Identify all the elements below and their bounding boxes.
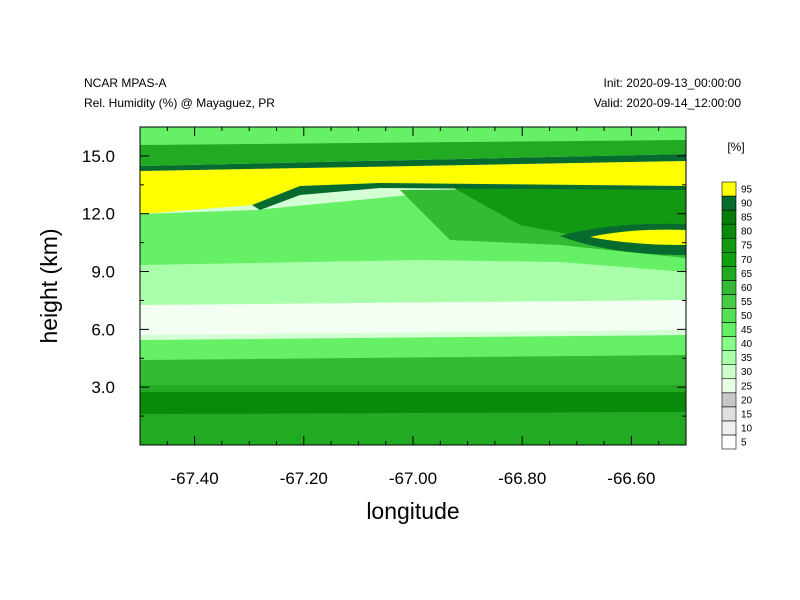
colorbar-label: 85	[741, 213, 753, 224]
colorbar-swatch	[721, 322, 737, 337]
colorbar-swatch	[721, 266, 737, 281]
colorbar-swatch	[721, 280, 737, 295]
colorbar-swatch	[721, 406, 737, 422]
band-dark-below-yellow	[252, 183, 686, 210]
colorbar-swatch	[721, 209, 737, 225]
colorbar-swatch	[721, 237, 737, 253]
y-tick-label: 15.0	[82, 147, 115, 166]
valid-time-label: Valid: 2020-09-14_12:00:00	[593, 96, 741, 110]
y-tick-label: 3.0	[91, 378, 115, 397]
x-tick-label: -67.40	[170, 469, 218, 488]
colorbar-label: 45	[741, 325, 753, 336]
colorbar-label: 65	[741, 269, 753, 280]
colorbar-label: 25	[741, 381, 753, 392]
colorbar-swatch	[721, 364, 737, 380]
colorbar-label: 50	[741, 311, 753, 322]
band-yellow-saturated	[140, 161, 686, 214]
y-axis: 3.0 6.0 9.0 12.0 15.0	[82, 126, 686, 446]
band-surface-dark	[140, 392, 686, 414]
colorbar-label: 60	[741, 283, 753, 294]
band-dark-above-yellow	[140, 154, 686, 171]
colorbar-label: 55	[741, 297, 753, 308]
x-tick-label: -66.80	[498, 469, 546, 488]
init-time-label: Init: 2020-09-13_00:00:00	[603, 76, 741, 90]
colorbar-swatch	[721, 336, 737, 351]
colorbar-label: 40	[741, 339, 753, 350]
x-tick-label: -66.60	[607, 469, 655, 488]
cloud-saturated-core	[590, 229, 686, 245]
colorbar-label: 70	[741, 255, 753, 266]
colorbar-swatch	[721, 294, 737, 309]
x-axis: -67.40 -67.20 -67.00 -66.80 -66.60	[139, 127, 687, 488]
colorbar-swatch	[721, 420, 737, 436]
colorbar-label: 35	[741, 353, 753, 364]
colorbar-swatch	[721, 251, 737, 267]
colorbar-label: 30	[741, 367, 753, 378]
x-axis-title: longitude	[366, 498, 459, 524]
colorbar-label: 15	[741, 409, 753, 420]
colorbar-swatch	[721, 223, 737, 239]
x-tick-label: -67.00	[389, 469, 437, 488]
colorbar-units: [%]	[727, 140, 744, 154]
colorbar-label: 90	[741, 199, 753, 210]
colorbar-label: 20	[741, 395, 753, 406]
plot-area	[140, 127, 686, 445]
colorbar-label: 75	[741, 241, 753, 252]
colorbar-label: 80	[741, 227, 753, 238]
colorbar-swatch	[721, 195, 737, 211]
y-tick-label: 9.0	[91, 263, 115, 282]
colorbar-swatch	[721, 308, 737, 323]
colorbar-label: 10	[741, 423, 753, 434]
band-dry-core	[140, 300, 686, 335]
chart-variable-title: Rel. Humidity (%) @ Mayaguez, PR	[84, 96, 275, 110]
colorbar-swatch	[721, 378, 737, 394]
colorbar-label: 5	[741, 437, 747, 448]
colorbar: 5 10 15 20 25 30 35 40 45 50 55 60 65 70 75 80 85 90 95	[721, 181, 753, 450]
colorbar-swatch	[721, 350, 737, 365]
y-axis-title: height (km)	[36, 228, 62, 343]
band-dry-mid-lower	[140, 335, 686, 360]
colorbar-label: 95	[741, 185, 753, 196]
colorbar-swatch	[721, 434, 737, 450]
colorbar-swatch	[721, 181, 737, 197]
x-tick-label: -67.20	[280, 469, 328, 488]
y-tick-label: 12.0	[82, 205, 115, 224]
chart-source-title: NCAR MPAS-A	[84, 76, 167, 90]
y-tick-label: 6.0	[91, 320, 115, 339]
colorbar-swatch	[721, 392, 737, 408]
